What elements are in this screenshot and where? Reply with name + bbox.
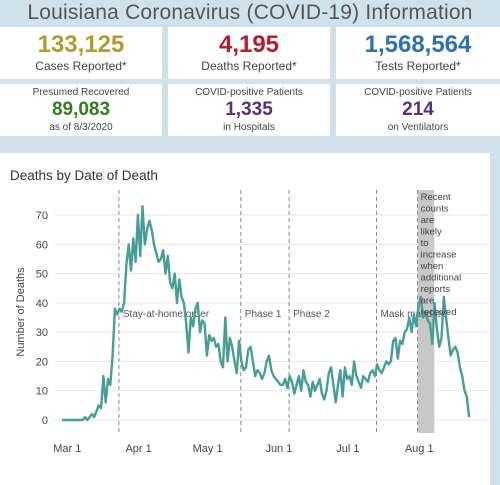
recovered-value: 89,083	[51, 99, 111, 120]
deaths-card: 4,195 Deaths Reported*	[168, 27, 330, 79]
deaths-series-line	[62, 204, 471, 422]
ventilators-card: COVID-positive Patients 214 on Ventilato…	[336, 84, 500, 136]
x-tick-label: Jun 1	[265, 443, 292, 455]
ventilators-note: on Ventilators	[387, 122, 449, 133]
y-tick-label: 30	[36, 327, 48, 339]
recovered-label: Presumed Recovered	[32, 87, 130, 98]
tests-value: 1,568,564	[364, 31, 472, 58]
x-tick-label: Aug 1	[405, 443, 434, 455]
cases-value: 133,125	[37, 31, 125, 58]
ventilators-label: COVID-positive Patients	[364, 87, 472, 98]
deaths-label: Deaths Reported*	[201, 59, 297, 73]
x-tick-label: Apr 1	[125, 443, 151, 455]
chart-title: Deaths by Date of Death	[10, 168, 158, 183]
event-label: Stay-at-home order	[123, 309, 210, 320]
y-tick-label: 40	[36, 298, 48, 310]
event-label: Phase 2	[293, 309, 330, 320]
y-tick-label: 0	[42, 415, 48, 427]
y-tick-label: 20	[36, 356, 48, 368]
recovered-note: as of 8/3/2020	[49, 122, 113, 133]
y-tick-label: 60	[36, 239, 48, 251]
recovered-card: Presumed Recovered 89,083 as of 8/3/2020	[0, 84, 162, 136]
deaths-value: 4,195	[218, 31, 280, 58]
cases-label: Cases Reported*	[35, 59, 127, 73]
hospitals-note: in Hospitals	[223, 122, 275, 133]
y-tick-label: 70	[36, 210, 48, 222]
hospitals-card: COVID-positive Patients 1,335 in Hospita…	[168, 84, 330, 136]
tests-card: 1,568,564 Tests Reported*	[336, 27, 500, 79]
cases-card: 133,125 Cases Reported*	[0, 27, 162, 79]
y-tick-label: 10	[36, 386, 48, 398]
y-tick-label: 50	[36, 269, 48, 281]
recent-counts-note: Recent counts are likely to increase when addit…	[420, 192, 462, 318]
tests-label: Tests Reported*	[375, 59, 461, 73]
hospitals-value: 1,335	[225, 99, 273, 120]
x-tick-label: May 1	[193, 443, 223, 455]
y-axis-label: Number of Deaths	[15, 267, 27, 357]
page-title: Louisiana Coronavirus (COVID-19) Informa…	[27, 1, 473, 24]
event-label: Phase 1	[245, 309, 282, 320]
x-tick-label: Mar 1	[53, 443, 81, 455]
hospitals-label: COVID-positive Patients	[195, 87, 303, 98]
x-tick-label: Jul 1	[336, 443, 359, 455]
ventilators-value: 214	[402, 99, 434, 120]
